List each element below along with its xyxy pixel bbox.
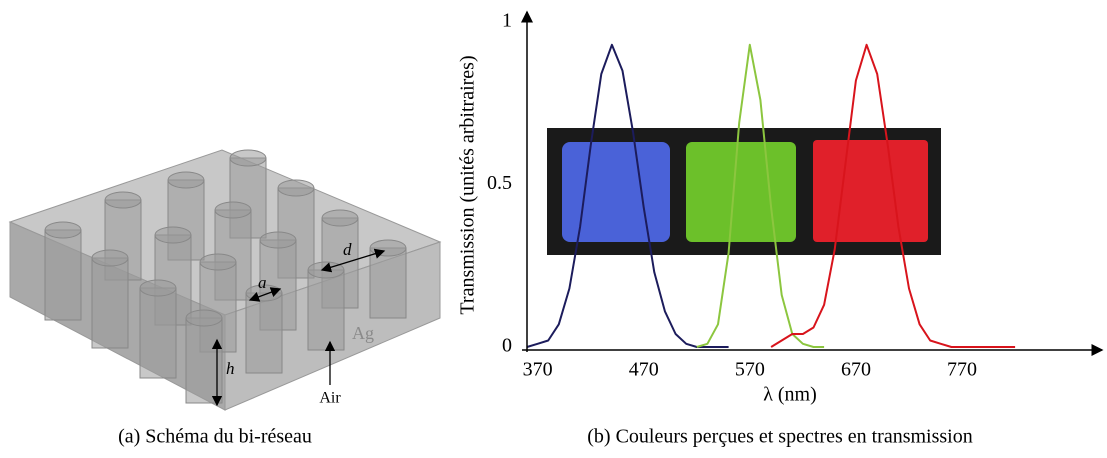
- y-axis-label: Transmission (unités arbitraires): [457, 55, 479, 314]
- color-inset: [547, 128, 941, 255]
- figure: a d h Ag Air (a) Schéma du bi-réseau λ (…: [0, 0, 1107, 458]
- x-tick-label: 770: [947, 359, 977, 381]
- y-tick-label: 1: [502, 10, 512, 32]
- y-tick-label: 0.5: [487, 172, 512, 194]
- caption: (b) Couleurs perçues et spectres en tran…: [587, 426, 972, 448]
- label-air: Air: [319, 390, 341, 407]
- x-tick-label: 570: [735, 359, 765, 381]
- x-tick-label: 670: [841, 359, 871, 381]
- label-ag: Ag: [352, 323, 374, 343]
- schematic: a d h Ag Air: [10, 150, 440, 410]
- y-tick-label: 0: [502, 335, 512, 357]
- label-d: d: [343, 240, 352, 259]
- x-tick-label: 470: [629, 359, 659, 381]
- x-axis-label: λ (nm): [763, 384, 817, 406]
- label-h: h: [226, 359, 235, 378]
- caption: (a) Schéma du bi-réseau: [118, 426, 312, 448]
- label-a: a: [258, 273, 267, 292]
- x-tick-label: 370: [523, 359, 553, 381]
